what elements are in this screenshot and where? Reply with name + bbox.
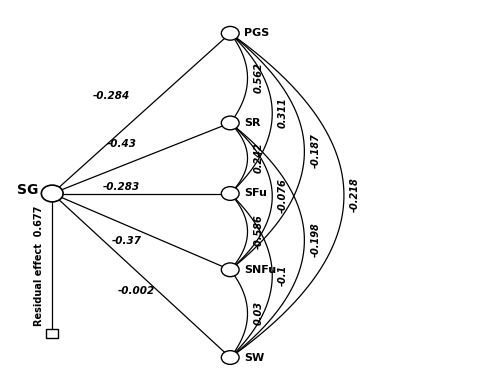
Text: -0.187: -0.187	[310, 134, 320, 168]
Circle shape	[222, 116, 239, 130]
Text: -0.218: -0.218	[350, 177, 360, 212]
Text: Residual effect  0.677: Residual effect 0.677	[34, 205, 43, 325]
Text: -0.37: -0.37	[112, 236, 142, 246]
Circle shape	[222, 263, 239, 277]
Circle shape	[222, 187, 239, 200]
Text: -0.076: -0.076	[278, 179, 288, 213]
Text: -0.283: -0.283	[103, 182, 140, 192]
Text: SG: SG	[18, 183, 39, 197]
Text: SFu: SFu	[244, 188, 267, 199]
Text: SNFu: SNFu	[244, 265, 276, 275]
Bar	[46, 329, 58, 339]
Circle shape	[42, 185, 63, 202]
Text: 0.242: 0.242	[254, 143, 264, 173]
Text: -0.1: -0.1	[278, 264, 288, 286]
Text: -0.43: -0.43	[106, 139, 136, 149]
Text: SW: SW	[244, 353, 264, 363]
Text: SR: SR	[244, 118, 260, 128]
Text: -0.586: -0.586	[254, 214, 264, 249]
Text: -0.284: -0.284	[93, 91, 130, 101]
Circle shape	[222, 26, 239, 40]
Text: 0.311: 0.311	[278, 98, 288, 128]
Text: 0.562: 0.562	[254, 63, 264, 93]
Circle shape	[222, 351, 239, 365]
Text: PGS: PGS	[244, 28, 270, 38]
Text: 0.03: 0.03	[254, 301, 264, 325]
Text: -0.002: -0.002	[118, 286, 155, 296]
Text: -0.198: -0.198	[310, 222, 320, 257]
